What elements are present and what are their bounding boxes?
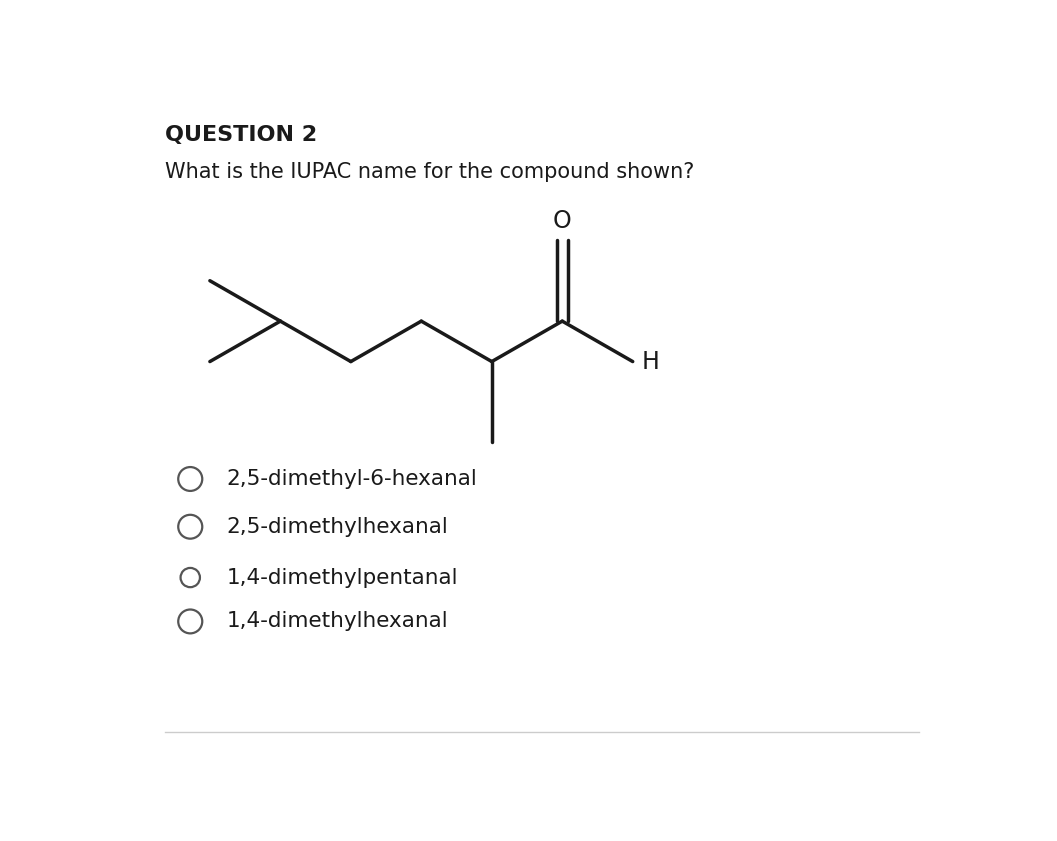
Text: 2,5-dimethyl-6-hexanal: 2,5-dimethyl-6-hexanal [226, 469, 478, 489]
Text: O: O [553, 209, 572, 233]
Text: 1,4-dimethylpentanal: 1,4-dimethylpentanal [226, 568, 458, 588]
Text: H: H [642, 350, 660, 373]
Text: What is the IUPAC name for the compound shown?: What is the IUPAC name for the compound … [165, 161, 694, 182]
Text: QUESTION 2: QUESTION 2 [165, 124, 317, 145]
Text: 2,5-dimethylhexanal: 2,5-dimethylhexanal [226, 516, 448, 537]
Text: 1,4-dimethylhexanal: 1,4-dimethylhexanal [226, 611, 448, 632]
